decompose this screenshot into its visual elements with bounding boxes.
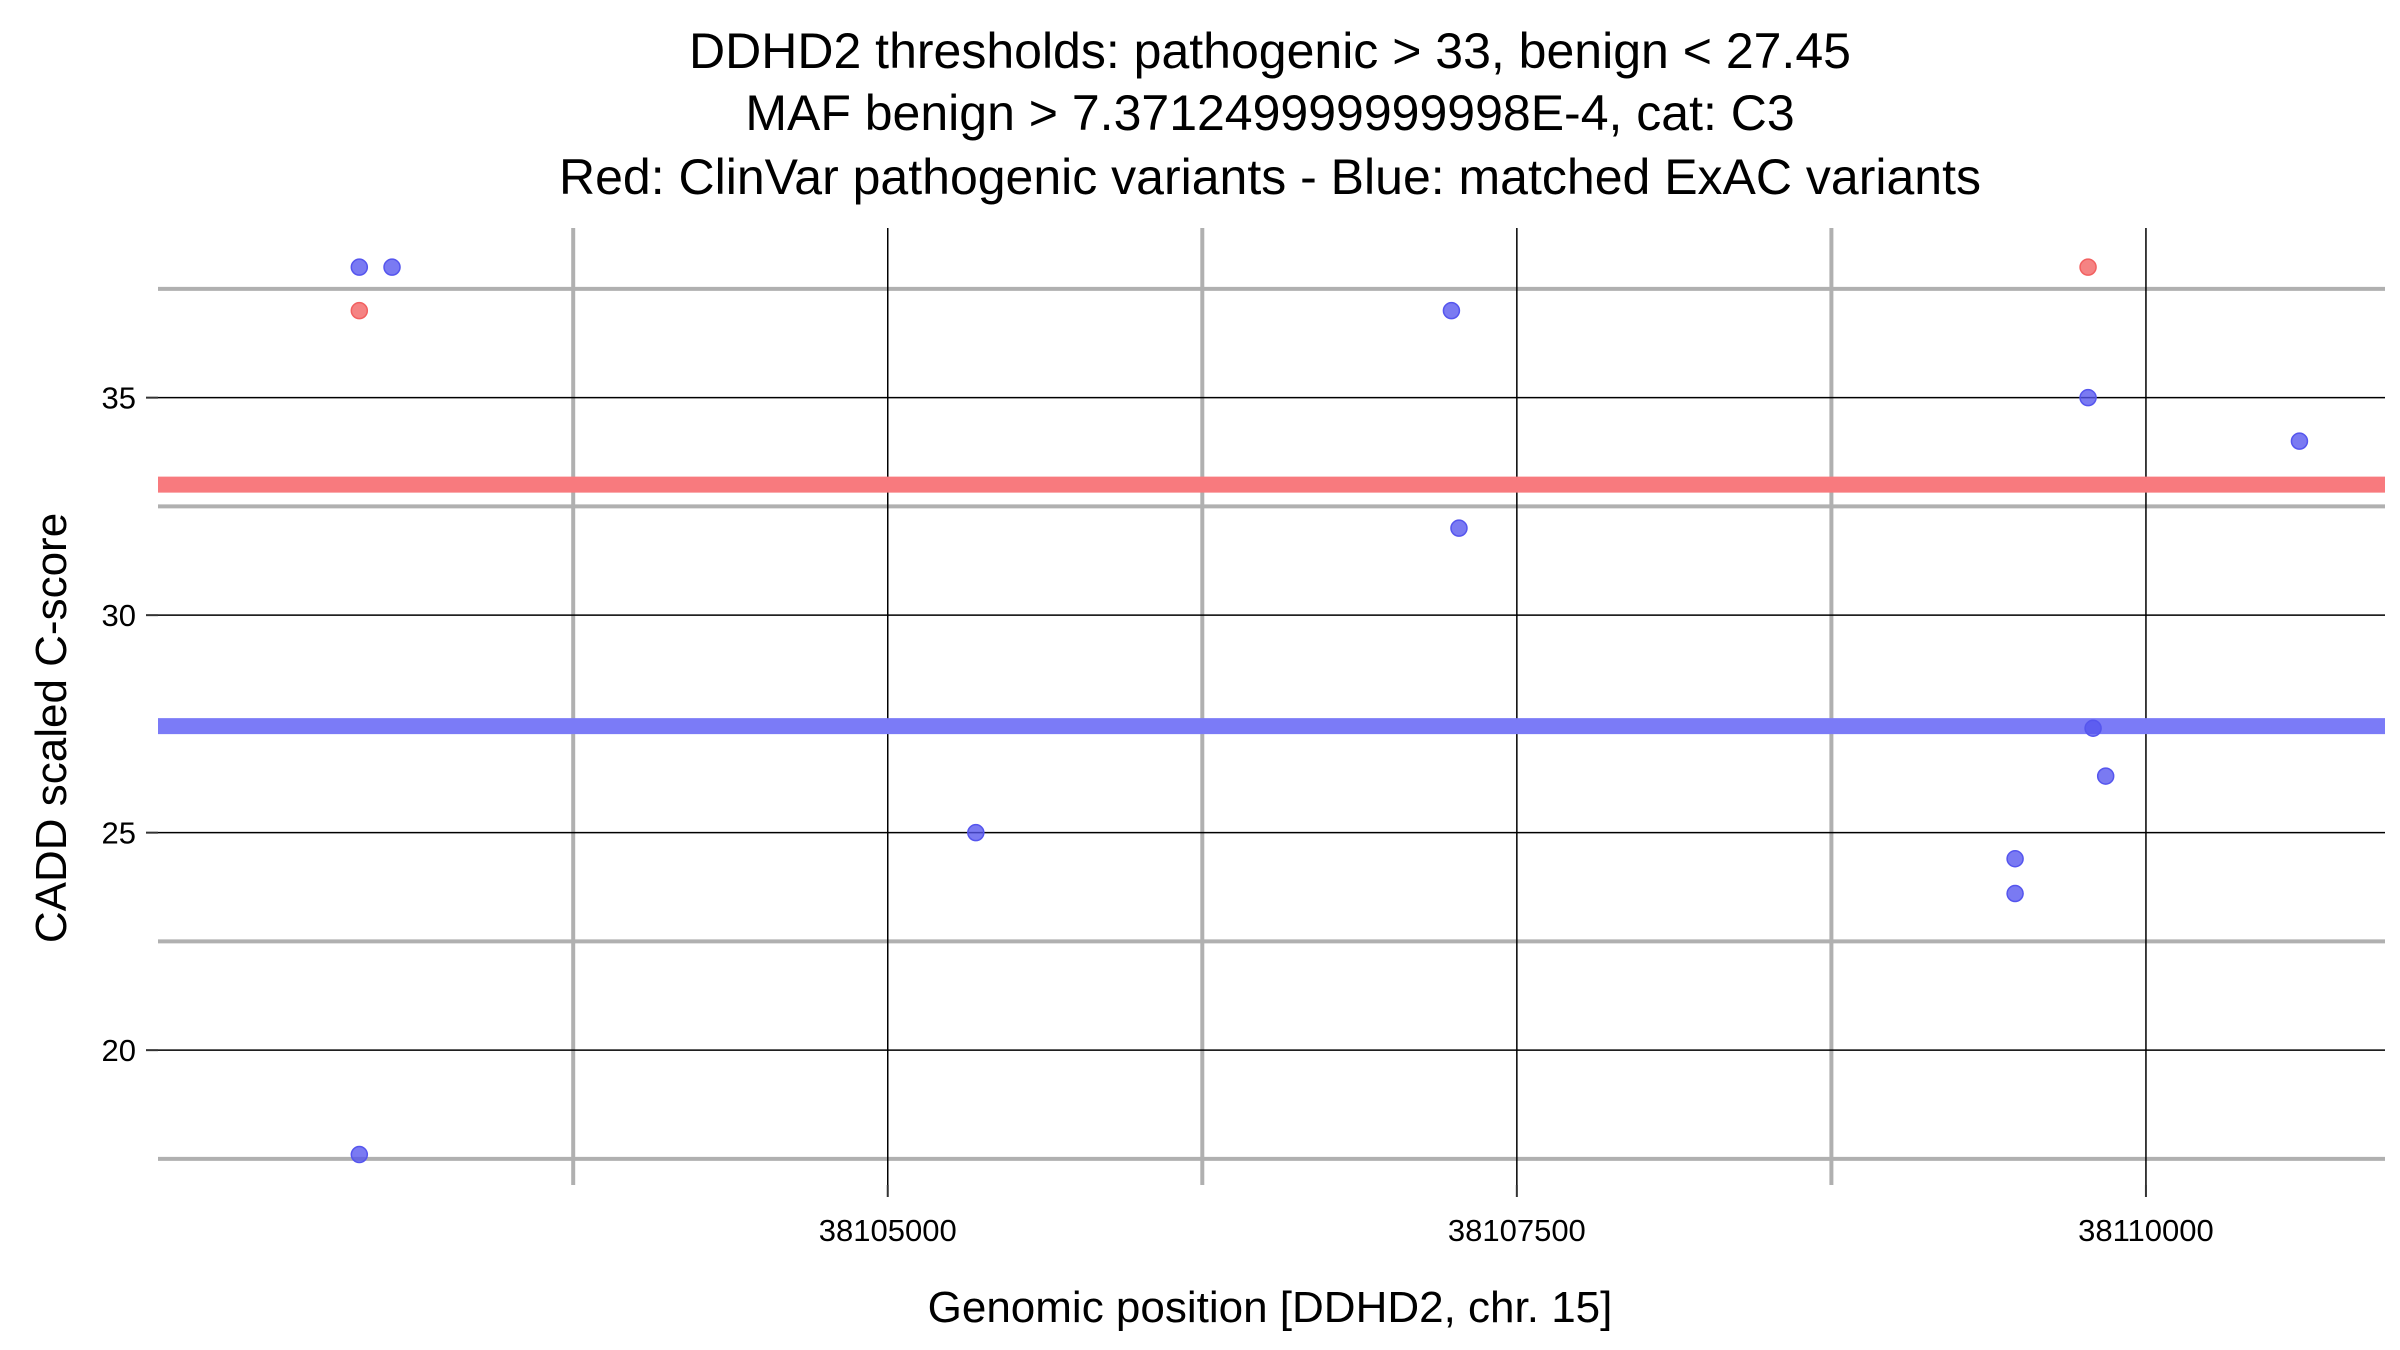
x-tick-label-2: 38110000 <box>2078 1213 2214 1248</box>
y-tick-label-2: 30 <box>102 598 136 633</box>
title-line-1: DDHD2 thresholds: pathogenic > 33, benig… <box>689 23 1851 79</box>
series-1-point-6 <box>2006 850 2024 868</box>
title-line-2: MAF benign > 7.371249999999998E-4, cat: … <box>745 85 1794 141</box>
x-tick-label-1: 38107500 <box>1448 1213 1586 1248</box>
series-1-point-11 <box>2290 432 2309 450</box>
series-0-point-0 <box>350 301 369 320</box>
y-axis-title: CADD scaled C-score <box>27 513 76 943</box>
x-axis-title: Genomic position [DDHD2, chr. 15] <box>928 1283 1613 1332</box>
series-1-point-7 <box>2006 884 2024 903</box>
series-1-point-9 <box>2084 719 2102 737</box>
series-1-point-8 <box>2079 388 2097 407</box>
minor-gridlines <box>158 228 2385 1185</box>
series-1-point-3 <box>967 823 985 842</box>
chart-title: DDHD2 thresholds: pathogenic > 33, benig… <box>559 23 1981 205</box>
series-1-point-0 <box>350 258 369 276</box>
series-1-point-1 <box>383 258 401 276</box>
y-tick-label-1: 25 <box>102 816 136 851</box>
y-tick-label-3: 35 <box>102 381 136 416</box>
title-line-3: Red: ClinVar pathogenic variants - Blue:… <box>559 149 1981 205</box>
series-1-point-5 <box>1450 519 1468 537</box>
series-1-point-10 <box>2096 767 2115 785</box>
series-1-point-4 <box>1442 301 1461 320</box>
threshold-lines <box>158 476 2385 735</box>
y-tick-label-0: 20 <box>102 1033 136 1068</box>
series-1-point-2 <box>350 1145 369 1164</box>
series-0-point-1 <box>2079 258 2097 276</box>
data-points <box>350 258 2309 1164</box>
axis-ticks: 20 25 30 35 38105000 38107500 38110000 <box>102 381 2214 1248</box>
x-tick-label-0: 38105000 <box>819 1213 957 1248</box>
major-gridlines <box>158 228 2385 1185</box>
